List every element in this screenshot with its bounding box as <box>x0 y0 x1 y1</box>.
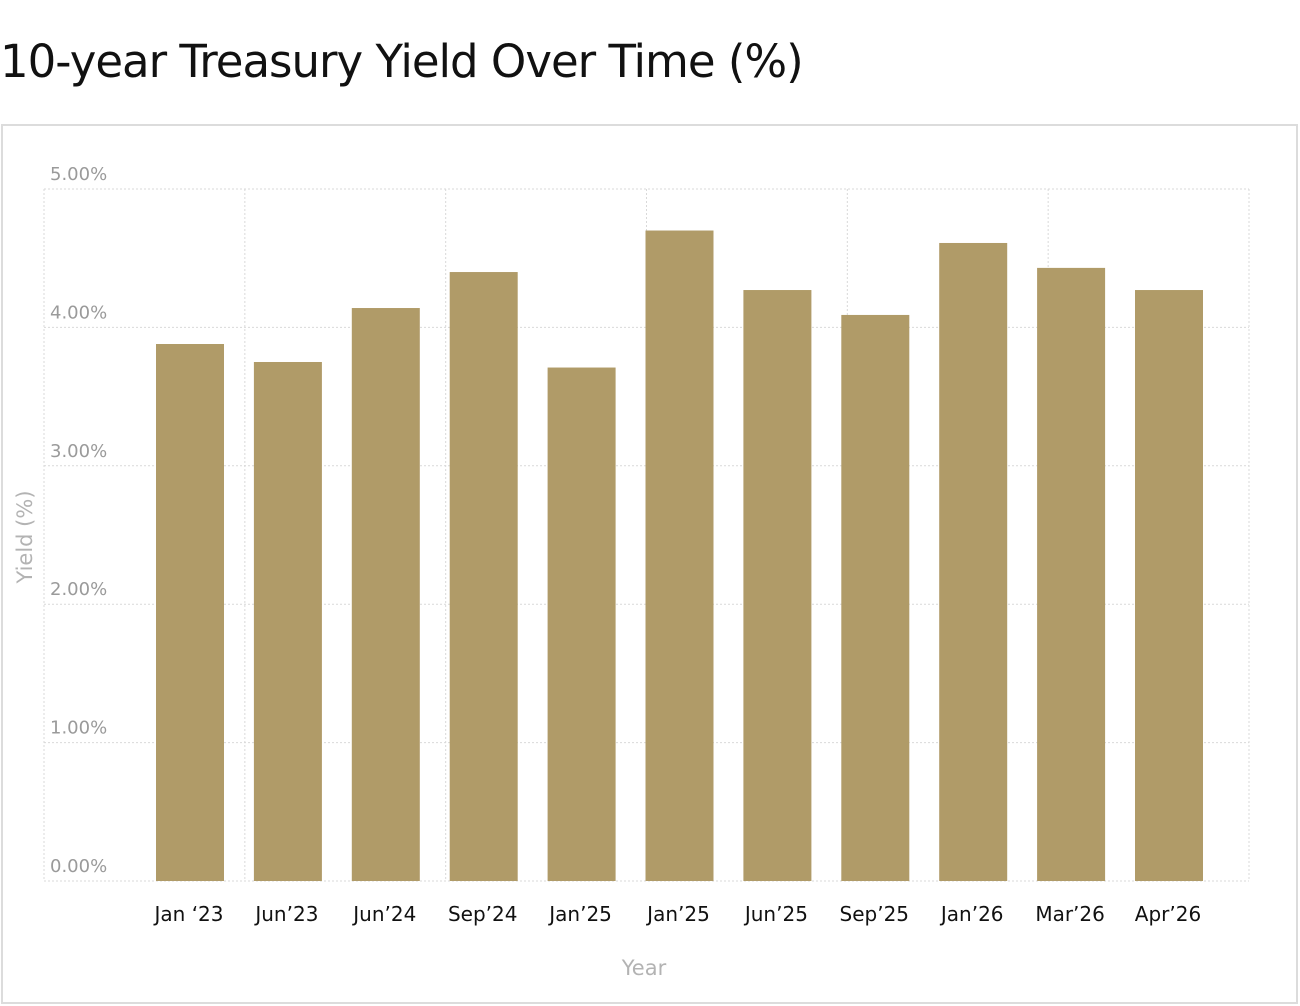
bar <box>939 242 1008 881</box>
bars <box>156 230 1203 882</box>
y-tick-label: 4.00% <box>50 302 107 323</box>
chart-title: 10-year Treasury Yield Over Time (%) <box>0 35 804 88</box>
y-tick-label: 1.00% <box>50 718 107 739</box>
y-tick-label: 3.00% <box>50 441 107 462</box>
x-tick-label: Jun’23 <box>253 902 318 926</box>
bar <box>156 344 224 881</box>
x-tick-label: Mar’26 <box>1035 902 1105 926</box>
x-tick-label: Jan ‘23 <box>153 902 224 926</box>
x-tick-label: Jan’26 <box>939 902 1004 926</box>
bar <box>253 362 322 881</box>
bar <box>449 272 518 881</box>
bar <box>1135 290 1203 882</box>
chart-frame <box>1 124 1298 1004</box>
bar <box>547 367 616 881</box>
bar <box>645 230 714 881</box>
bar <box>351 308 420 881</box>
x-axis-ticks: Jan ‘23 Jun’23 Jun’24 Sep’24 Jan’25 Jan’25 Jun… <box>153 902 1202 926</box>
x-tick-label: Jun’24 <box>351 902 416 926</box>
y-tick-label: 2.00% <box>50 579 107 600</box>
y-axis-label: Yield (%) <box>13 490 37 584</box>
x-tick-label: Sep’24 <box>448 902 518 926</box>
y-tick-label: 5.00% <box>50 164 107 185</box>
y-axis-ticks: 0.00% 1.00% 2.00% 3.00% 4.00% 5.00% <box>50 164 107 877</box>
bar <box>743 290 812 882</box>
bar <box>1037 267 1106 881</box>
x-tick-label: Jun’25 <box>743 902 808 926</box>
x-tick-label: Sep’25 <box>840 902 910 926</box>
x-tick-label: Apr’26 <box>1135 902 1201 926</box>
x-tick-label: Jan’25 <box>645 902 710 926</box>
x-axis-label: Year <box>621 956 667 980</box>
y-tick-label: 0.00% <box>50 856 107 877</box>
x-tick-label: Jan’25 <box>547 902 612 926</box>
bar <box>841 314 910 882</box>
